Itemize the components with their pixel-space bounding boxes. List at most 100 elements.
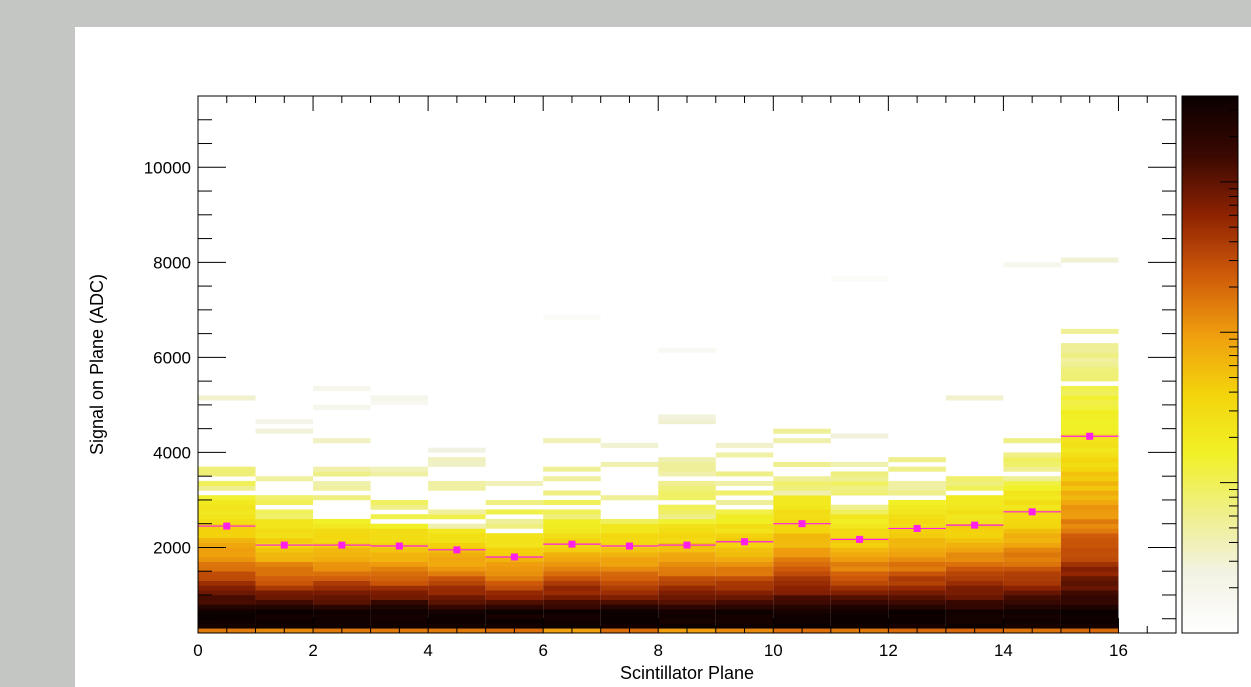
profile-marker [856, 535, 864, 543]
heatmap-cell [370, 528, 429, 534]
heatmap-cell [658, 561, 716, 567]
heatmap-cell [1003, 528, 1061, 534]
heatmap-cell [428, 480, 486, 486]
heatmap-cell [600, 594, 659, 601]
heatmap-cell [1003, 452, 1061, 458]
heatmap-cell [370, 585, 429, 591]
heatmap-cell [255, 552, 314, 558]
heatmap-cell [715, 566, 774, 572]
heatmap-cell [715, 571, 774, 577]
heatmap-cell [658, 604, 716, 610]
heatmap-cell [370, 395, 429, 401]
heatmap-cell [255, 613, 314, 620]
heatmap-cell [600, 461, 659, 467]
heatmap-cell [485, 609, 544, 615]
heatmap-cell [888, 547, 946, 553]
heatmap-cell [658, 471, 716, 477]
heatmap-cell [485, 618, 544, 624]
heatmap-cell [313, 537, 371, 544]
heatmap-cell [485, 566, 544, 572]
heatmap-cell [370, 499, 429, 505]
heatmap-cell [658, 485, 716, 491]
heatmap-cell [313, 575, 371, 582]
heatmap-cell [658, 618, 716, 624]
heatmap-cell [485, 599, 544, 605]
heatmap-cell [1003, 504, 1061, 510]
heatmap-cell [830, 276, 889, 282]
profile-markers [223, 432, 1094, 561]
heatmap-cell [715, 604, 774, 610]
heatmap-cell [600, 609, 659, 615]
heatmap-cell [830, 485, 889, 491]
heatmap-cell [1060, 618, 1119, 624]
heatmap-cell [313, 561, 371, 567]
heatmap-cell [945, 561, 1004, 567]
heatmap-cell [658, 566, 716, 572]
heatmap-cell [888, 509, 946, 515]
heatmap-cell [1060, 571, 1119, 577]
heatmap-cell [888, 542, 946, 548]
heatmap-cell [198, 580, 256, 586]
heatmap-cell [1060, 561, 1119, 567]
heatmap-cell [428, 447, 486, 453]
x-axis-title: Scintillator Plane [620, 663, 754, 683]
heatmap-cell [370, 547, 429, 553]
heatmap-cell [198, 480, 256, 486]
heatmap-cell [658, 547, 716, 553]
heatmap-cell [1003, 566, 1061, 572]
heatmap-cell [485, 537, 544, 544]
heatmap-cell [1060, 566, 1119, 572]
heatmap-cell [255, 566, 314, 572]
heatmap-cell [198, 585, 256, 591]
heatmap-cell [1003, 556, 1061, 563]
heatmap-cell [1003, 561, 1061, 567]
heatmap-cell [485, 547, 544, 553]
heatmap-cell [1060, 466, 1119, 472]
heatmap-cell [1060, 528, 1119, 534]
heatmap-cell [255, 533, 314, 539]
canvas: 0 2 4 6 8 10 12 14 16 2000 4000 6000 8000 10000 Scin… [75, 27, 1251, 687]
heatmap-cell [370, 580, 429, 586]
heatmap-cell [830, 552, 889, 558]
heatmap-cell [313, 571, 371, 577]
heatmap-cell [313, 404, 371, 410]
heatmap-cell [1060, 556, 1119, 563]
heatmap-cell [198, 528, 256, 534]
heatmap-cell [600, 518, 659, 524]
heatmap-cell [255, 580, 314, 586]
heatmap-cell [313, 613, 371, 620]
x-axis-ticks [197, 96, 1177, 633]
heatmap-cell [1003, 533, 1061, 539]
heatmap-cell [543, 575, 601, 582]
heatmap-cell [1003, 514, 1061, 520]
heatmap-cell [773, 561, 831, 567]
heatmap-cell [888, 609, 946, 615]
heatmap-cell [1060, 533, 1119, 539]
heatmap-cell [658, 594, 716, 601]
heatmap-cell [370, 504, 429, 510]
heatmap-cell [313, 523, 371, 529]
heatmap-cell [715, 580, 774, 586]
heatmap-cell [715, 442, 774, 448]
heatmap-cell [658, 419, 716, 425]
heatmap-cell [485, 580, 544, 586]
heatmap-cell [600, 590, 659, 596]
heatmap-cell [658, 457, 716, 463]
heatmap-cell [830, 461, 889, 467]
heatmap-cell [198, 594, 256, 601]
heatmap-cell [198, 495, 256, 501]
heatmap-cell [945, 542, 1004, 548]
heatmap-cell [313, 480, 371, 486]
heatmap-cell [370, 571, 429, 577]
heatmap-cell [428, 594, 486, 601]
heatmap-cell [658, 585, 716, 591]
heatmap-cell [600, 547, 659, 553]
x-tick-label: 8 [654, 641, 663, 660]
heatmap-cell [715, 514, 774, 520]
heatmap-cell [485, 518, 544, 524]
heatmap-cell [428, 599, 486, 605]
heatmap-cell [888, 533, 946, 539]
heatmap-cell [773, 537, 831, 544]
y-axis-ticks [198, 119, 1176, 620]
heatmap-cell [485, 575, 544, 582]
